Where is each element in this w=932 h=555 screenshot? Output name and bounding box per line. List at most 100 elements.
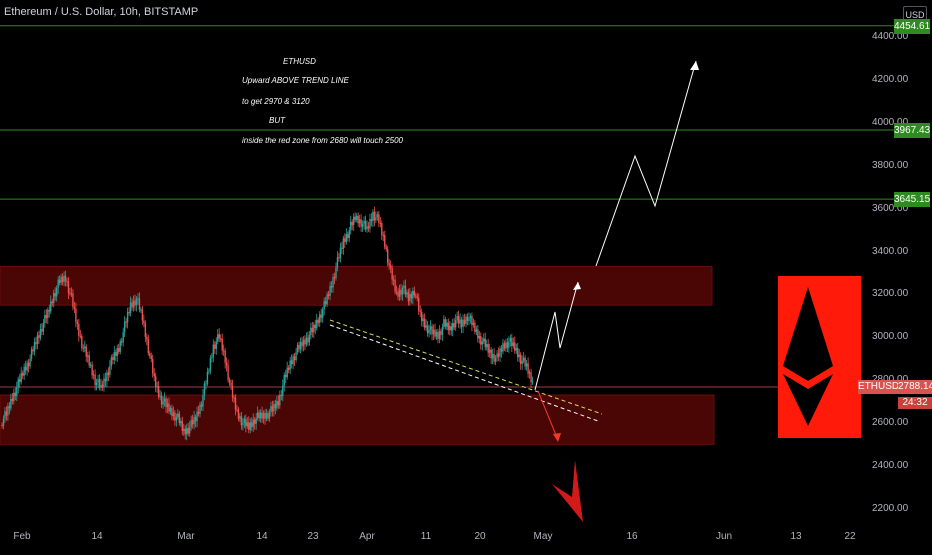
candle-body [389,265,392,268]
candle-body [525,363,528,367]
candle-body [401,287,404,295]
candle-body [10,398,12,409]
candle-body [395,291,398,293]
candle-body [274,404,277,409]
candle-body [422,318,424,322]
candle-body [24,366,27,371]
candle-body [502,343,504,352]
candle-body [296,344,299,353]
candle-body [418,297,420,311]
candle-body [178,413,181,424]
candle-body [69,293,71,295]
candle-body [209,358,212,371]
y-tick-label: 3200.00 [872,288,909,300]
candle-body [251,422,253,427]
level-label: 3967.43 [894,123,931,139]
candle-body [290,360,293,365]
candle-body [468,318,470,321]
candle-body [279,394,281,406]
candle-body [472,322,475,326]
candle-body [63,275,65,282]
candle-body [444,319,447,327]
symbol-header[interactable]: Ethereum / U.S. Dollar, 10h, BITSTAMP [4,6,199,18]
x-tick-label: Mar [177,531,195,542]
candle-body [41,329,43,332]
candle-body [437,332,439,339]
candle-body [415,295,417,297]
candle-body [410,293,413,299]
candle-body [256,412,259,419]
candle-body [14,392,16,396]
candle-body [438,331,441,339]
candle-body [169,408,172,412]
x-tick-label: 22 [844,531,856,542]
candle-body [341,247,343,249]
candle-body [39,329,42,338]
x-tick-label: Apr [359,531,375,542]
big-down-arrow-icon [552,460,583,522]
candle-body [382,234,384,236]
candle-body [118,348,120,352]
candle-body [115,352,117,356]
candle-body [387,249,389,264]
x-tick-label: Jun [715,531,733,542]
candle-body [55,287,58,297]
red-zone [0,266,713,306]
candle-body [180,421,182,424]
candle-body [428,329,430,334]
candle-body [128,311,130,314]
candle-body [463,319,466,324]
candle-body [160,395,163,405]
candle-body [506,342,509,348]
candle-body [66,281,68,283]
candle-body [138,298,141,310]
candle-body [407,292,410,302]
candle-body [355,215,358,220]
candle-body [520,354,522,364]
candle-body [242,422,244,426]
candle-body [239,416,241,419]
candle-body [531,380,534,383]
candle-body [505,342,507,349]
candle-body [276,401,278,409]
candle-body [267,413,269,419]
candle-body [280,394,282,396]
candle-body [126,311,129,323]
candle-body [42,323,45,332]
candle-body [193,416,195,425]
candle-body [512,342,515,347]
candle-body [484,338,486,348]
candle-body [32,349,34,352]
candle-body [376,214,379,218]
down-projection-line [537,390,559,441]
candle-body [509,337,512,342]
candle-body [153,373,155,377]
candle-body [121,341,123,343]
candle-body [186,428,188,435]
candle-body [357,215,359,224]
projection-path-long [595,60,697,267]
candle-body [100,384,102,388]
candle-body [67,281,70,294]
candle-body [140,309,142,311]
candle-body [412,290,414,299]
candle-body [129,302,132,314]
candle-body [33,341,36,352]
candle-body [94,374,96,386]
candle-body [240,416,243,426]
candle-body [511,337,513,347]
candle-body [218,334,220,339]
candle-body [200,404,203,407]
candle-body [254,419,256,424]
candle-body [163,398,166,402]
down-projection-arrow-head [553,433,561,442]
trend-line-lower [329,324,599,422]
candle-body [214,344,216,349]
candle-body [329,285,331,296]
candle-body [228,379,231,383]
candle-body [101,384,104,388]
y-tick-label: 2200.00 [872,502,909,514]
candle-body [503,343,506,349]
